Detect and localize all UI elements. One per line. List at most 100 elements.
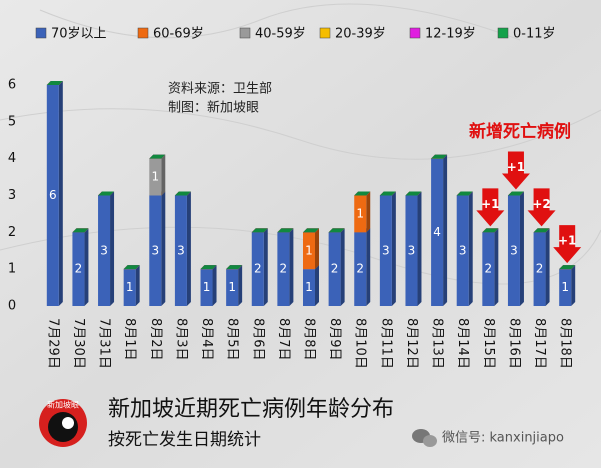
bar-segment: 3 [379,191,396,306]
data-label: 4 [433,225,441,239]
bar-segment: 3 [98,191,115,306]
legend-swatch [319,27,331,39]
wechat-icon [412,429,437,447]
bar [46,85,59,306]
bar-top [431,154,448,159]
bar-top [303,228,319,233]
annotation-arrow [553,225,582,264]
bar-segment [431,154,448,159]
data-label: 3 [177,243,185,257]
annotation-title: 新增死亡病例 [469,121,571,142]
bar-top [149,154,166,159]
bar-side [161,191,166,306]
data-label: 3 [510,243,518,257]
bar-top [379,191,396,196]
bar-segment: 1 [303,265,319,306]
data-label: 3 [100,243,108,257]
bar-segment: 2 [251,228,268,306]
x-tick-label: 7月30日 [71,318,86,369]
legend-label: 20-39岁 [335,27,386,42]
bar [405,195,418,306]
y-tick-label: 4 [8,151,16,166]
bar-side [494,228,499,306]
bar [149,195,162,306]
bar-segment [533,228,550,233]
data-label: 2 [356,262,364,276]
x-tick-label: 8月2日 [148,318,163,361]
x-tick-label: 8月16日 [506,318,521,369]
bar [533,232,546,306]
bar-segment: 3 [405,191,422,306]
watermark: 微信号: kanxinjiapo [442,431,564,446]
bar-segment [123,265,140,270]
x-tick-label: 8月4日 [199,318,214,361]
x-tick-label: 8月1日 [122,318,137,361]
bar-segment: 3 [456,191,473,306]
annotation-text: +2 [532,197,550,211]
x-tick-label: 8月10日 [353,318,368,369]
y-tick-label: 5 [8,114,16,129]
data-label: 2 [536,262,544,276]
bar-top [482,228,499,233]
data-label: 1 [228,280,236,294]
bar-segment [482,228,499,233]
bar [226,269,239,306]
bar-segment: 6 [46,81,63,306]
data-label: 1 [126,280,134,294]
legend-label: 70岁以上 [51,27,107,42]
bar [354,232,367,306]
bar-segment: 3 [507,191,524,306]
x-tick-label: 8月6日 [250,318,265,361]
bar-top [226,265,243,270]
bar-side [391,191,396,306]
bar-side [135,265,140,306]
legend-label: 60-69岁 [153,27,204,42]
bar [482,232,495,306]
x-tick-label: 7月29日 [45,318,60,369]
bar-top [46,81,63,85]
bar-side [315,265,319,306]
legend-label: 40-59岁 [255,27,306,42]
bar-segment [226,265,243,270]
bar-segment [405,191,422,196]
data-label: 3 [382,243,390,257]
bar-segment [174,191,191,196]
bar-side [315,228,319,270]
bar-side [417,191,422,306]
bar-top [123,265,140,270]
bar [200,269,213,306]
data-label: 1 [203,280,211,294]
bar-segment [277,228,294,233]
data-label: 3 [151,243,159,257]
bar [379,195,392,306]
y-tick-label: 1 [8,262,16,277]
bar-side [161,154,166,196]
bar-side [238,265,243,306]
bar [277,232,290,306]
logo: 新加坡眼 [39,399,87,447]
bar-segment [354,191,371,196]
data-label: 3 [459,243,467,257]
bar [72,232,85,306]
bar-top [98,191,115,196]
bar [303,232,315,270]
bar-segment: 4 [431,154,448,306]
bar-segment [559,265,576,270]
bar-top [72,228,89,233]
data-label: 2 [280,262,288,276]
bar-segment [46,81,63,85]
bar-side [58,81,63,306]
bar [354,195,367,233]
bar-side [212,265,217,306]
legend-label: 12-19岁 [425,27,476,42]
x-tick-label: 7月31日 [97,318,112,369]
bar [251,232,264,306]
bar [507,195,520,306]
bar-segment: 2 [533,228,550,306]
x-tick-label: 8月8日 [302,318,317,361]
bar-segment [379,191,396,196]
data-label: 2 [75,262,83,276]
bar-side [468,191,473,306]
bar-segment: 1 [354,191,371,233]
